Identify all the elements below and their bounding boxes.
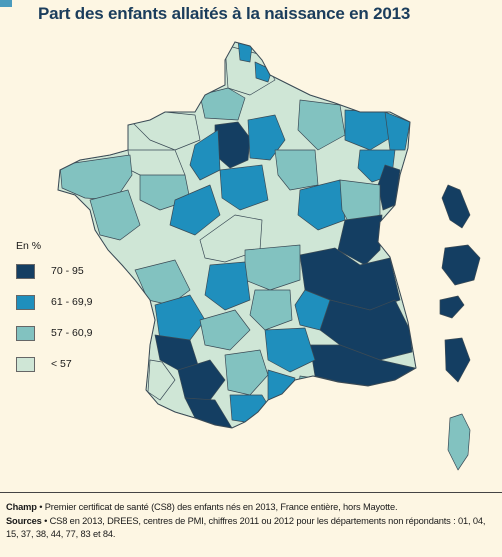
sources-label: Sources — [6, 515, 42, 526]
metropolitan-france — [58, 42, 416, 428]
legend-item-57-60: 57 - 60,9 — [16, 324, 126, 342]
legend-label: 61 - 69,9 — [51, 296, 93, 308]
legend: En % 70 - 95 61 - 69,9 57 - 60,9 < 57 — [16, 240, 126, 386]
region-20 — [274, 149, 319, 191]
guadeloupe — [439, 295, 465, 319]
region-17 — [384, 111, 411, 151]
corner-accent — [0, 0, 12, 7]
legend-label: 57 - 60,9 — [51, 327, 93, 339]
guyane — [441, 184, 471, 229]
legend-swatch — [16, 263, 35, 279]
champ-text: • Premier certificat de santé (CS8) des … — [36, 502, 398, 512]
region-38 — [224, 349, 269, 396]
region-39 — [229, 394, 269, 423]
overseas-departments — [439, 184, 481, 471]
legend-swatch — [16, 356, 35, 372]
legend-item-70-95: 70 - 95 — [16, 262, 126, 280]
region-10 — [89, 189, 141, 241]
region-36 — [177, 359, 226, 401]
champ-label: Champ — [6, 502, 37, 512]
sources-note: Sources • CS8 en 2013, DREES, centres de… — [6, 515, 496, 542]
region-15 — [297, 99, 346, 151]
region-21 — [297, 179, 346, 231]
choropleth-map — [57, 41, 481, 471]
legend-label: 70 - 95 — [51, 265, 84, 277]
region-19 — [377, 164, 401, 211]
legend-swatch — [16, 325, 35, 341]
martinique — [444, 337, 471, 383]
reunion — [441, 244, 481, 286]
region-30 — [204, 261, 251, 311]
region-3 — [199, 87, 246, 121]
legend-item-under-57: < 57 — [16, 355, 126, 373]
legend-item-61-69: 61 - 69,9 — [16, 293, 126, 311]
region-6 — [189, 129, 221, 181]
region-23 — [337, 214, 383, 266]
region-13 — [219, 164, 269, 211]
corse — [447, 413, 471, 471]
region-29 — [249, 289, 293, 331]
region-42 — [199, 309, 251, 351]
champ-note: Champ • Premier certificat de santé (CS8… — [6, 501, 496, 515]
region-25 — [319, 299, 413, 361]
legend-swatch — [16, 294, 35, 310]
france-outline — [57, 41, 417, 429]
region-12 — [169, 184, 221, 236]
map-title: Part des enfants allaités à la naissance… — [38, 4, 411, 23]
region-27 — [294, 289, 331, 331]
region-33 — [154, 294, 206, 341]
region-35 — [147, 359, 176, 401]
sources-text: • CS8 en 2013, DREES, centres de PMI, ch… — [6, 515, 486, 540]
region-31 — [264, 327, 316, 373]
legend-label: < 57 — [51, 358, 72, 370]
legend-title: En % — [16, 240, 42, 252]
footer-notes: Champ • Premier certificat de santé (CS8… — [0, 492, 502, 542]
